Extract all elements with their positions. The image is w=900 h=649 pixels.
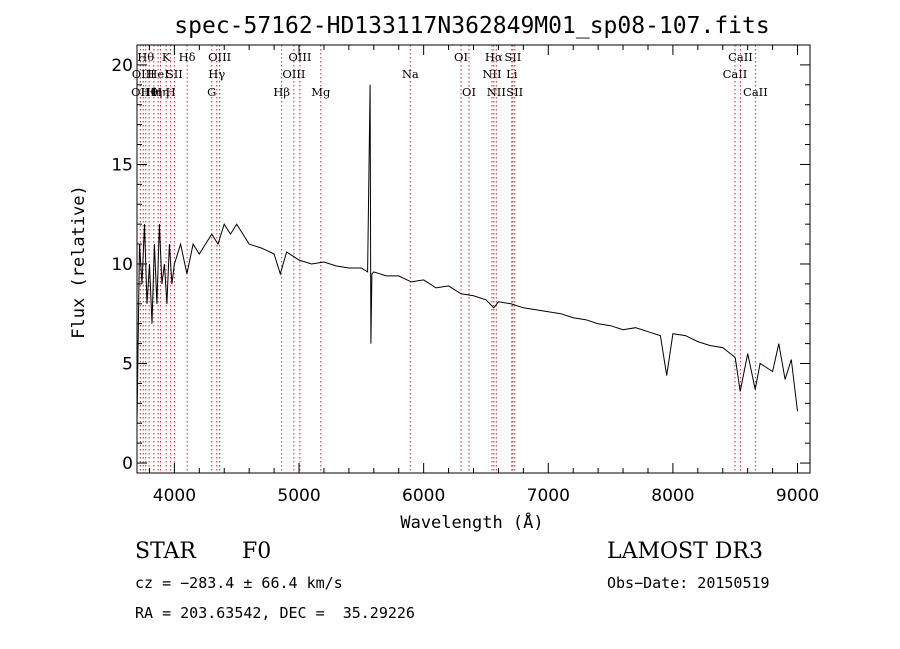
line-label-8: H bbox=[166, 85, 176, 99]
line-label-19: OI bbox=[454, 50, 468, 64]
y-axis-label: Flux (relative) bbox=[69, 185, 89, 339]
line-label-10: Hδ bbox=[179, 50, 196, 64]
line-label-7: K bbox=[162, 50, 171, 64]
line-label-16: OIII bbox=[288, 50, 311, 64]
line-label-26: SII bbox=[506, 85, 523, 99]
spectrum-chart: spec-57162-HD133117N362849M01_sp08-107.f… bbox=[69, 13, 819, 533]
y-axis-ticks: 0 5 10 15 20 bbox=[111, 56, 810, 474]
x-tick-label: 7000 bbox=[527, 486, 570, 506]
line-label-9: SII bbox=[166, 67, 183, 81]
x-axis-label: Wavelength (Å) bbox=[400, 511, 543, 533]
line-label-18: Na bbox=[402, 67, 419, 81]
line-label-13: OIII bbox=[208, 50, 231, 64]
y-tick-label: 10 bbox=[111, 255, 133, 275]
chart-title: spec-57162-HD133117N362849M01_sp08-107.f… bbox=[174, 13, 769, 39]
y-tick-label: 0 bbox=[122, 454, 133, 474]
line-label-15: OIII bbox=[282, 67, 305, 81]
survey-name: LAMOST DR3 bbox=[607, 539, 763, 564]
redshift-velocity: cz = −283.4 ± 66.4 km/s bbox=[135, 574, 343, 592]
line-label-28: CaII bbox=[728, 50, 753, 64]
x-tick-label: 4000 bbox=[153, 486, 196, 506]
line-label-25: SII bbox=[504, 50, 521, 64]
y-tick-label: 15 bbox=[111, 155, 133, 175]
line-label-11: G bbox=[207, 85, 216, 99]
observation-date: Obs−Date: 20150519 bbox=[607, 574, 770, 592]
x-tick-label: 6000 bbox=[402, 486, 445, 506]
ra-dec-coordinates: RA = 203.63542, DEC = 35.29226 bbox=[135, 604, 415, 622]
line-label-0: OII bbox=[131, 85, 150, 99]
line-label-20: OI bbox=[462, 85, 476, 99]
line-label-27: CaII bbox=[723, 67, 748, 81]
line-label-6: Hη bbox=[152, 85, 169, 99]
line-label-24: Li bbox=[506, 67, 518, 81]
y-tick-label: 5 bbox=[122, 355, 133, 375]
y-tick-label: 20 bbox=[111, 56, 133, 76]
line-label-23: NII bbox=[487, 85, 506, 99]
line-label-2: Hθ bbox=[137, 50, 154, 64]
line-label-4: Hη bbox=[145, 85, 162, 99]
line-label-5: HeI bbox=[147, 67, 168, 81]
object-subclass: F0 bbox=[242, 539, 272, 564]
line-label-14: Hβ bbox=[273, 85, 290, 99]
flux-series-line bbox=[136, 84, 798, 424]
x-tick-label: 5000 bbox=[277, 486, 320, 506]
line-label-12: Hγ bbox=[208, 67, 225, 81]
line-label-17: Mg bbox=[311, 85, 331, 99]
plot-frame bbox=[136, 44, 811, 474]
line-label-22: Hα bbox=[485, 50, 503, 64]
object-class: STAR bbox=[135, 539, 196, 564]
x-tick-label: 9000 bbox=[776, 486, 819, 506]
line-label-21: NII bbox=[482, 67, 501, 81]
x-tick-label: 8000 bbox=[651, 486, 694, 506]
x-axis-ticks: 4000 5000 6000 7000 8000 9000 bbox=[148, 45, 819, 506]
spectral-line-markers: OIIOIIIHθHθHηHeIHηKHSIIHδGHγOIIIHβOIIIOI… bbox=[131, 45, 768, 473]
line-label-29: CaII bbox=[743, 85, 768, 99]
line-label-3: Hθ bbox=[141, 85, 158, 99]
